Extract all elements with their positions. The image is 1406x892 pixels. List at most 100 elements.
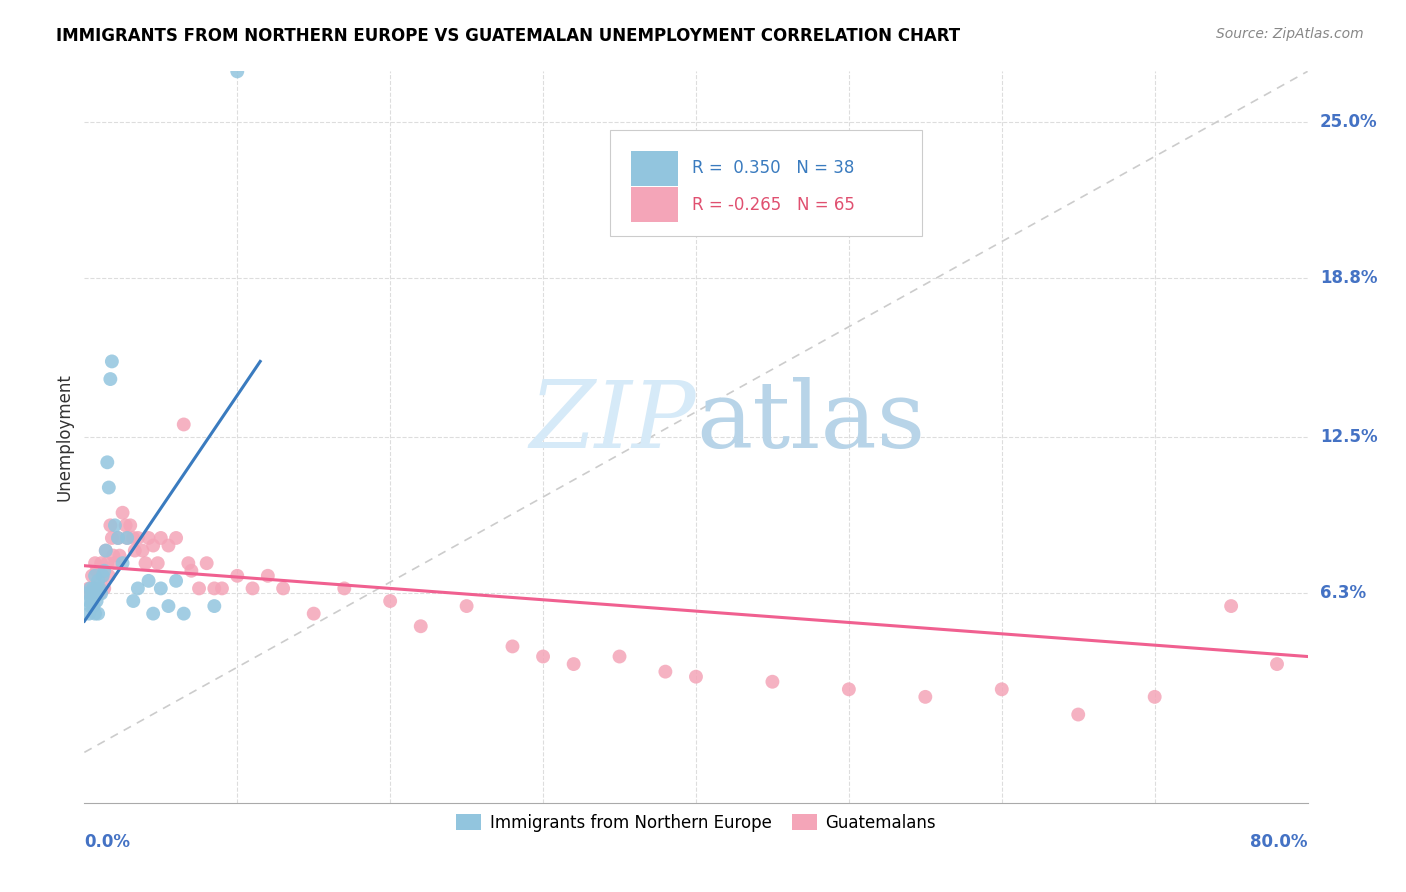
Text: atlas: atlas	[696, 377, 925, 467]
Point	[104, 518, 127, 533]
Point	[115, 531, 138, 545]
Point	[122, 531, 145, 545]
Point	[98, 372, 121, 386]
Point	[138, 531, 160, 545]
Point	[914, 690, 936, 704]
Point	[165, 531, 187, 545]
Point	[120, 518, 142, 533]
Point	[83, 582, 105, 596]
Point	[90, 586, 112, 600]
Point	[84, 556, 107, 570]
Point	[94, 543, 117, 558]
Point	[146, 556, 169, 570]
Point	[111, 556, 134, 570]
Point	[138, 574, 160, 588]
Point	[79, 582, 101, 596]
Point	[271, 582, 294, 596]
Point	[79, 586, 101, 600]
Point	[96, 556, 118, 570]
Point	[761, 674, 783, 689]
Y-axis label: Unemployment: Unemployment	[55, 373, 73, 501]
Point	[83, 582, 105, 596]
Point	[127, 582, 149, 596]
Point	[685, 670, 707, 684]
Point	[87, 574, 110, 588]
Point	[91, 569, 114, 583]
Text: R = -0.265   N = 65: R = -0.265 N = 65	[692, 195, 855, 213]
Point	[149, 531, 172, 545]
Point	[142, 539, 165, 553]
Point	[87, 607, 110, 621]
Point	[80, 594, 103, 608]
Point	[122, 594, 145, 608]
Point	[90, 556, 112, 570]
Point	[654, 665, 676, 679]
Point	[84, 607, 107, 621]
Bar	[631, 151, 678, 186]
Point	[226, 64, 249, 78]
Point	[80, 569, 103, 583]
Point	[93, 564, 115, 578]
Point	[107, 531, 129, 545]
Point	[991, 682, 1014, 697]
Point	[302, 607, 325, 621]
Point	[89, 582, 111, 596]
Point	[76, 586, 98, 600]
FancyBboxPatch shape	[610, 130, 922, 235]
Point	[1067, 707, 1090, 722]
Point	[98, 518, 121, 533]
Point	[97, 481, 120, 495]
Point	[111, 506, 134, 520]
Point	[115, 531, 138, 545]
Point	[86, 594, 108, 608]
Point	[91, 569, 114, 583]
Point	[1143, 690, 1166, 704]
Text: 6.3%: 6.3%	[1320, 584, 1367, 602]
Point	[94, 543, 117, 558]
Point	[135, 556, 157, 570]
Point	[93, 582, 115, 596]
Point	[1220, 599, 1243, 613]
Point	[80, 586, 103, 600]
Point	[456, 599, 478, 613]
Point	[157, 599, 180, 613]
Point	[107, 531, 129, 545]
Point	[333, 582, 356, 596]
Point	[257, 569, 280, 583]
Point	[380, 594, 402, 608]
Point	[180, 564, 202, 578]
Point	[114, 518, 136, 533]
Point	[77, 594, 100, 608]
Legend: Immigrants from Northern Europe, Guatemalans: Immigrants from Northern Europe, Guatema…	[450, 807, 942, 838]
Point	[226, 569, 249, 583]
Text: ZIP: ZIP	[529, 377, 696, 467]
Text: 0.0%: 0.0%	[84, 833, 131, 851]
Point	[79, 599, 101, 613]
Text: 12.5%: 12.5%	[1320, 428, 1378, 446]
Point	[127, 531, 149, 545]
Point	[96, 455, 118, 469]
Point	[108, 549, 131, 563]
Point	[86, 564, 108, 578]
Point	[142, 607, 165, 621]
Point	[173, 607, 195, 621]
Point	[177, 556, 200, 570]
Point	[101, 531, 124, 545]
Point	[77, 607, 100, 621]
Point	[838, 682, 860, 697]
Point	[157, 539, 180, 553]
Text: R =  0.350   N = 38: R = 0.350 N = 38	[692, 159, 855, 178]
Point	[609, 649, 631, 664]
Point	[531, 649, 554, 664]
Text: 18.8%: 18.8%	[1320, 269, 1378, 287]
Point	[173, 417, 195, 432]
Point	[77, 582, 100, 596]
Point	[97, 569, 120, 583]
Point	[195, 556, 218, 570]
Point	[409, 619, 432, 633]
Bar	[631, 187, 678, 222]
Point	[242, 582, 264, 596]
Text: 25.0%: 25.0%	[1320, 112, 1378, 131]
Point	[104, 556, 127, 570]
Text: IMMIGRANTS FROM NORTHERN EUROPE VS GUATEMALAN UNEMPLOYMENT CORRELATION CHART: IMMIGRANTS FROM NORTHERN EUROPE VS GUATE…	[56, 27, 960, 45]
